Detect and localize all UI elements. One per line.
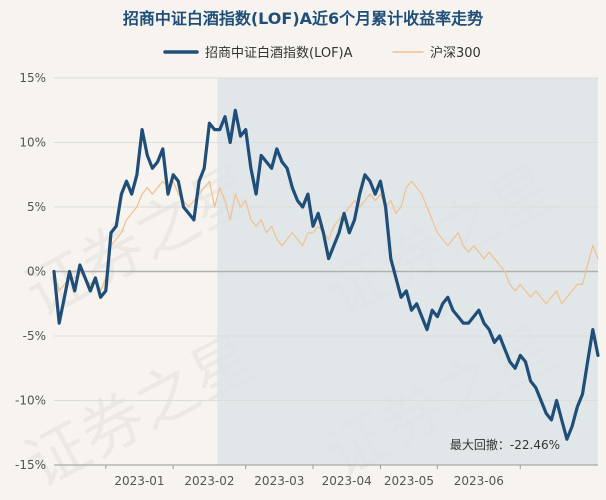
legend-label-index: 沪深300 [430,45,481,61]
legend-label-fund: 招商中证白酒指数(LOF)A [205,45,353,61]
series-group [52,108,600,441]
x-tick-label: 2023-02 [184,474,234,488]
y-tick-label: 5% [27,200,46,214]
x-tick-label: 2023-03 [254,474,304,488]
y-tick-label: -5% [23,329,46,343]
x-tick-label: 2023-06 [454,474,504,488]
legend: 招商中证白酒指数(LOF)A 沪深300 [163,45,481,61]
y-tick-label: 10% [19,136,46,150]
series-line-index [53,180,599,305]
max-drawdown-annotation: 最大回撤：-22.46% [450,437,560,452]
axes: 2023-01 2023-02 2023-03 2023-04 2023-05 2023-… [54,464,598,488]
series-line-fund [52,108,600,441]
y-tick-label: 0% [27,265,46,279]
x-tick-label: 2023-05 [384,474,434,488]
y-tick-label: -15% [15,458,46,472]
x-tick-label: 2023-01 [114,474,164,488]
y-tick-label: -10% [15,394,46,408]
y-tick-label: 15% [19,71,46,85]
chart-title: 招商中证白酒指数(LOF)A近6个月累计收益率走势 [123,9,483,28]
x-tick-label: 2023-04 [322,474,372,488]
